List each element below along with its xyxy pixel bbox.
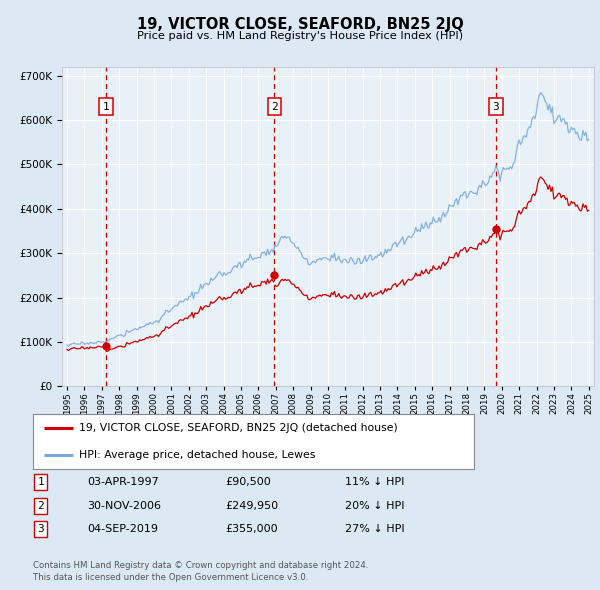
Text: 1: 1 [103, 101, 110, 112]
Text: 20% ↓ HPI: 20% ↓ HPI [345, 501, 404, 510]
Text: 19, VICTOR CLOSE, SEAFORD, BN25 2JQ: 19, VICTOR CLOSE, SEAFORD, BN25 2JQ [137, 17, 463, 31]
Text: 30-NOV-2006: 30-NOV-2006 [87, 501, 161, 510]
Text: 04-SEP-2019: 04-SEP-2019 [87, 525, 158, 534]
Text: £355,000: £355,000 [225, 525, 278, 534]
Text: HPI: Average price, detached house, Lewes: HPI: Average price, detached house, Lewe… [79, 450, 316, 460]
Text: Contains HM Land Registry data © Crown copyright and database right 2024.: Contains HM Land Registry data © Crown c… [33, 560, 368, 570]
Text: £90,500: £90,500 [225, 477, 271, 487]
Text: 1: 1 [37, 477, 44, 487]
Text: 27% ↓ HPI: 27% ↓ HPI [345, 525, 404, 534]
Text: 11% ↓ HPI: 11% ↓ HPI [345, 477, 404, 487]
Text: This data is licensed under the Open Government Licence v3.0.: This data is licensed under the Open Gov… [33, 572, 308, 582]
Text: 2: 2 [271, 101, 278, 112]
Text: 3: 3 [37, 525, 44, 534]
Text: 3: 3 [493, 101, 499, 112]
Text: £249,950: £249,950 [225, 501, 278, 510]
Text: 19, VICTOR CLOSE, SEAFORD, BN25 2JQ (detached house): 19, VICTOR CLOSE, SEAFORD, BN25 2JQ (det… [79, 423, 398, 433]
Text: Price paid vs. HM Land Registry's House Price Index (HPI): Price paid vs. HM Land Registry's House … [137, 31, 463, 41]
Text: 2: 2 [37, 501, 44, 510]
Text: 03-APR-1997: 03-APR-1997 [87, 477, 159, 487]
